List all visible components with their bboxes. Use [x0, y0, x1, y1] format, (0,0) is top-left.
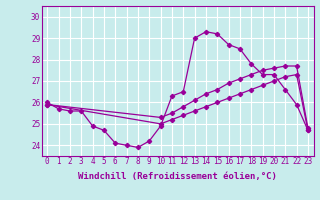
X-axis label: Windchill (Refroidissement éolien,°C): Windchill (Refroidissement éolien,°C) — [78, 172, 277, 181]
